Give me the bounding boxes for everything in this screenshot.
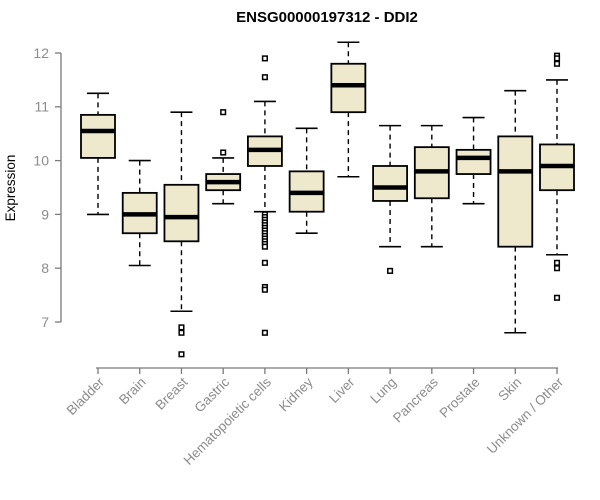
outlier-unknown-other	[553, 60, 561, 67]
box-lung	[372, 165, 408, 202]
box-liver	[330, 62, 367, 114]
outlier-hematopoietic-cells	[261, 243, 268, 250]
y-tick-label: 12	[33, 45, 49, 61]
x-tick-label-pancreas: Pancreas	[390, 374, 441, 425]
chart-title: ENSG00000197312 - DDI2	[236, 9, 418, 26]
y-tick-label: 11	[34, 99, 49, 115]
x-tick-label-unknown-other: Unknown / Other	[484, 374, 567, 457]
outlier-breast	[178, 351, 185, 358]
box-prostate	[455, 148, 492, 175]
outlier-unknown-other	[553, 259, 561, 266]
outlier-hematopoietic-cells	[261, 329, 268, 336]
x-tick-label-breast: Breast	[152, 374, 190, 412]
y-tick-label: 9	[41, 206, 49, 222]
x-tick-label-liver: Liver	[326, 374, 358, 406]
outlier-unknown-other	[553, 265, 561, 272]
x-tick-label-bladder: Bladder	[64, 374, 108, 418]
x-tick-label-lung: Lung	[367, 375, 399, 407]
box-breast	[163, 183, 200, 243]
x-tick-label-brain: Brain	[116, 375, 149, 408]
outlier-breast	[178, 324, 185, 331]
x-tick-label-prostate: Prostate	[437, 375, 483, 421]
y-tick-label: 7	[41, 314, 49, 330]
box-skin	[497, 135, 534, 248]
outlier-gastric	[220, 109, 227, 116]
x-tick-label-skin: Skin	[495, 375, 524, 404]
x-tick-label-gastric: Gastric	[191, 374, 232, 415]
outlier-hematopoietic-cells	[261, 286, 268, 293]
outlier-unknown-other	[553, 55, 561, 62]
y-axis-label: Expression	[3, 155, 18, 222]
outlier-hematopoietic-cells	[261, 74, 268, 81]
outlier-hematopoietic-cells	[261, 259, 268, 266]
outlier-unknown-other	[553, 294, 561, 301]
outlier-breast	[178, 329, 185, 336]
box-bladder	[80, 113, 116, 159]
y-tick-label: 8	[41, 260, 49, 276]
x-tick-label-kidney: Kidney	[276, 374, 316, 414]
outlier-hematopoietic-cells	[261, 55, 268, 62]
outlier-lung	[387, 267, 394, 274]
outlier-gastric	[220, 149, 227, 156]
y-tick-label: 10	[33, 153, 49, 169]
